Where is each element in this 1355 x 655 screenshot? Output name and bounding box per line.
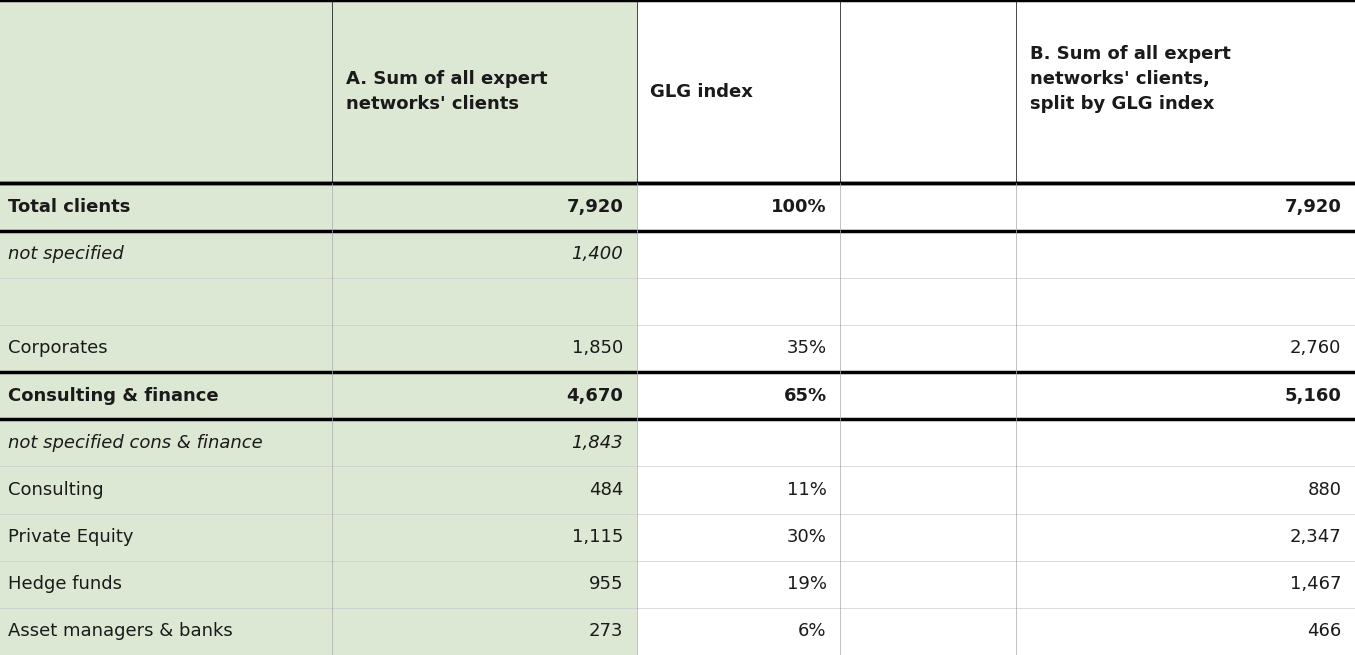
Text: Consulting: Consulting (8, 481, 104, 499)
Text: 100%: 100% (771, 198, 827, 216)
Text: 2,347: 2,347 (1290, 528, 1341, 546)
Text: 30%: 30% (787, 528, 827, 546)
Text: Private Equity: Private Equity (8, 528, 134, 546)
Text: 1,850: 1,850 (572, 339, 623, 358)
Text: 7,920: 7,920 (566, 198, 623, 216)
Bar (0, 0, 637, 655)
Text: A. Sum of all expert
networks' clients: A. Sum of all expert networks' clients (346, 70, 547, 113)
Text: Asset managers & banks: Asset managers & banks (8, 622, 233, 641)
Text: Hedge funds: Hedge funds (8, 575, 122, 593)
Text: 35%: 35% (786, 339, 827, 358)
Text: 466: 466 (1308, 622, 1341, 641)
Text: GLG index: GLG index (650, 83, 753, 101)
Text: 955: 955 (589, 575, 623, 593)
Text: 1,115: 1,115 (572, 528, 623, 546)
Text: 19%: 19% (786, 575, 827, 593)
Text: not specified: not specified (8, 245, 123, 263)
Text: B. Sum of all expert
networks' clients,
split by GLG index: B. Sum of all expert networks' clients, … (1030, 45, 1230, 113)
Text: Corporates: Corporates (8, 339, 108, 358)
Bar (637, 0, 1355, 655)
Text: 11%: 11% (787, 481, 827, 499)
Text: 1,843: 1,843 (572, 434, 623, 452)
Text: 4,670: 4,670 (566, 386, 623, 405)
Text: 880: 880 (1308, 481, 1341, 499)
Text: 7,920: 7,920 (1285, 198, 1341, 216)
Text: 6%: 6% (798, 622, 827, 641)
Text: 1,467: 1,467 (1290, 575, 1341, 593)
Text: Consulting & finance: Consulting & finance (8, 386, 218, 405)
Text: 65%: 65% (783, 386, 827, 405)
Text: 5,160: 5,160 (1285, 386, 1341, 405)
Text: 484: 484 (589, 481, 623, 499)
Text: Total clients: Total clients (8, 198, 130, 216)
Text: 1,400: 1,400 (572, 245, 623, 263)
Text: 273: 273 (589, 622, 623, 641)
Text: 2,760: 2,760 (1290, 339, 1341, 358)
Text: not specified cons & finance: not specified cons & finance (8, 434, 263, 452)
